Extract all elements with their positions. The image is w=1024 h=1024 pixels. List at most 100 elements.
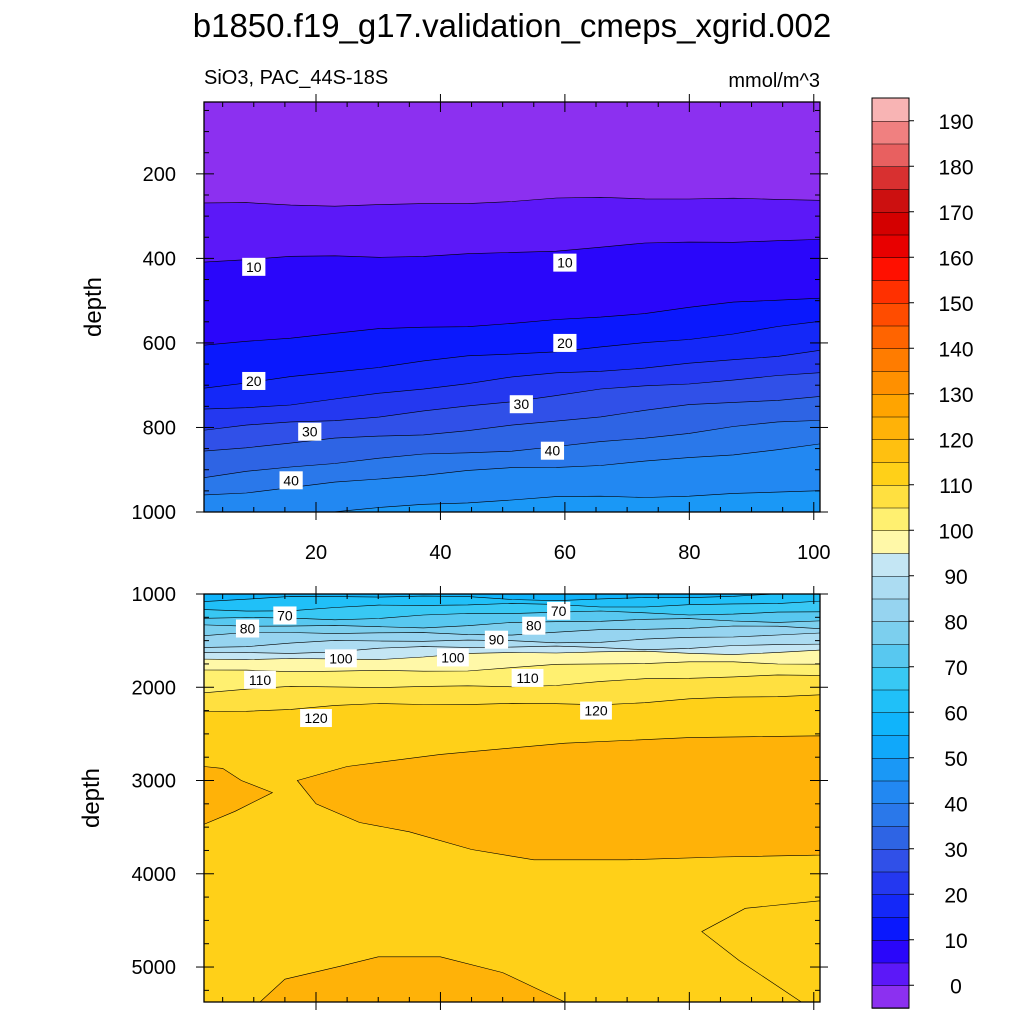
variable-label: SiO3, PAC_44S-18S <box>204 67 388 89</box>
lower-label-text-5: 100 <box>329 650 353 666</box>
upper-label-4: 30 <box>509 395 533 414</box>
colorbar-segment-0 <box>871 985 910 1009</box>
upper-contour-5 <box>204 196 820 207</box>
lower-axis-ticks: 1000 2000 3000 4000 5000 <box>132 584 828 1010</box>
upper-ytick-label-400: 400 <box>143 248 176 270</box>
colorbar-segment-55 <box>871 734 910 759</box>
lower-label-3: 80 <box>522 616 546 635</box>
upper-label-7: 40 <box>279 471 303 490</box>
upper-ytick-label-200: 200 <box>143 164 176 186</box>
colorbar-segment-20 <box>871 894 910 918</box>
lower-label-7: 110 <box>244 670 276 689</box>
colorbar-segment-110 <box>871 484 910 509</box>
colorbar-segment-140 <box>871 348 910 372</box>
colorbar-label-150: 150 <box>938 293 973 316</box>
lower-label-6: 100 <box>436 648 469 667</box>
colorbar-segment-145 <box>871 325 910 349</box>
figure-title: b1850.f19_g17.validation_cmeps_xgrid.002 <box>193 7 831 44</box>
colorbar-frame <box>871 97 910 1009</box>
upper-plot-frame <box>203 101 821 513</box>
colorbar-label-70: 70 <box>944 657 967 680</box>
colorbar-segment-125 <box>871 416 910 440</box>
colorbar-segment-60 <box>871 712 910 736</box>
lower-ytick-label-5000: 5000 <box>132 957 177 979</box>
upper-label-0: 10 <box>242 257 266 276</box>
upper-xtick-label-40: 40 <box>429 542 451 564</box>
region-pocket-line-3 <box>701 900 820 1002</box>
upper-label-text-7: 40 <box>283 472 299 488</box>
upper-ytick-label-600: 600 <box>143 333 176 355</box>
lower-label-0: 70 <box>273 606 297 625</box>
colorbar-segment-155 <box>871 279 910 304</box>
colorbar-label-160: 160 <box>938 247 973 270</box>
upper-panel: 10 10 20 20 30 30 40 40 20 40 60 80 100 200 400 600 800… <box>80 94 830 564</box>
lower-contour-labels: 70 80 70 80 90 100 100 110 110 120 120 <box>235 601 612 728</box>
lower-label-10: 120 <box>580 701 612 720</box>
upper-contour-25 <box>204 349 820 410</box>
colorbar-label-10: 10 <box>944 930 967 953</box>
lower-label-box-10 <box>580 701 612 720</box>
region-pocket-1 <box>204 766 273 825</box>
colorbar-segment-190 <box>871 120 910 145</box>
colorbar-segment-165 <box>871 234 910 258</box>
lower-label-box-7 <box>244 670 276 689</box>
lower-contour-105 <box>204 661 820 673</box>
lower-ytick-label-1000: 1000 <box>132 584 177 606</box>
colorbar-segment-135 <box>871 370 910 395</box>
region-pocket-line-2 <box>259 956 566 1002</box>
colorbar-segment-180 <box>871 166 910 190</box>
colorbar-label-110: 110 <box>939 475 972 498</box>
colorbar-segment-105 <box>871 507 910 531</box>
colorbar-segment-100 <box>871 530 910 554</box>
colorbar-segment-45 <box>871 780 910 804</box>
colorbar-label-90: 90 <box>944 566 967 589</box>
upper-contour-10 <box>204 239 820 263</box>
lower-label-text-2: 70 <box>551 603 567 619</box>
lower-label-text-10: 120 <box>584 703 608 719</box>
colorbar-segment-25 <box>871 871 910 895</box>
upper-label-text-0: 10 <box>246 259 262 275</box>
lower-label-1: 80 <box>235 619 260 638</box>
lower-label-9: 120 <box>300 709 332 728</box>
upper-xtick-label-20: 20 <box>305 542 327 564</box>
lower-label-text-9: 120 <box>304 710 328 726</box>
colorbar-segment-115 <box>871 461 910 486</box>
lower-label-box-0 <box>273 606 297 625</box>
upper-label-box-3 <box>242 371 266 390</box>
lower-label-box-8 <box>511 668 544 687</box>
colorbar-segment-70 <box>871 666 910 691</box>
lower-contour-70 <box>204 600 820 612</box>
colorbar-label-60: 60 <box>944 702 967 725</box>
upper-contour-40 <box>204 420 820 479</box>
upper-xtick-label-80: 80 <box>678 542 700 564</box>
upper-label-text-4: 30 <box>514 396 530 412</box>
lower-label-box-2 <box>547 601 571 620</box>
colorbar-segment-75 <box>871 643 910 668</box>
lower-label-box-6 <box>436 648 469 667</box>
upper-label-box-2 <box>553 333 577 352</box>
colorbar-segment-65 <box>871 689 910 713</box>
upper-contour-20 <box>204 321 820 389</box>
upper-label-box-7 <box>279 471 303 490</box>
colorbar-segment-30 <box>871 848 910 873</box>
lower-contour-85 <box>204 625 820 636</box>
upper-label-box-5 <box>298 422 322 441</box>
lower-contour-90 <box>204 632 820 648</box>
upper-contour-45 <box>204 443 820 496</box>
colorbar-label-30: 30 <box>944 839 967 862</box>
colorbar-segment-185 <box>871 143 910 167</box>
upper-ytick-label-800: 800 <box>143 417 176 439</box>
colorbar-label-170: 170 <box>938 202 973 225</box>
colorbar-segment-95 <box>871 552 910 577</box>
colorbar-segment-35 <box>871 825 910 850</box>
upper-xtick-label-60: 60 <box>554 542 576 564</box>
colorbar-segment-15 <box>871 916 910 941</box>
colorbar-segment-195 <box>871 97 910 122</box>
lower-ytick-label-4000: 4000 <box>132 864 177 886</box>
lower-contour-65 <box>204 594 820 602</box>
lower-label-text-6: 100 <box>441 649 465 665</box>
upper-label-5: 30 <box>298 422 322 441</box>
colorbar-label-40: 40 <box>944 793 967 816</box>
upper-label-6: 40 <box>540 441 565 460</box>
lower-contour-80 <box>204 618 820 629</box>
